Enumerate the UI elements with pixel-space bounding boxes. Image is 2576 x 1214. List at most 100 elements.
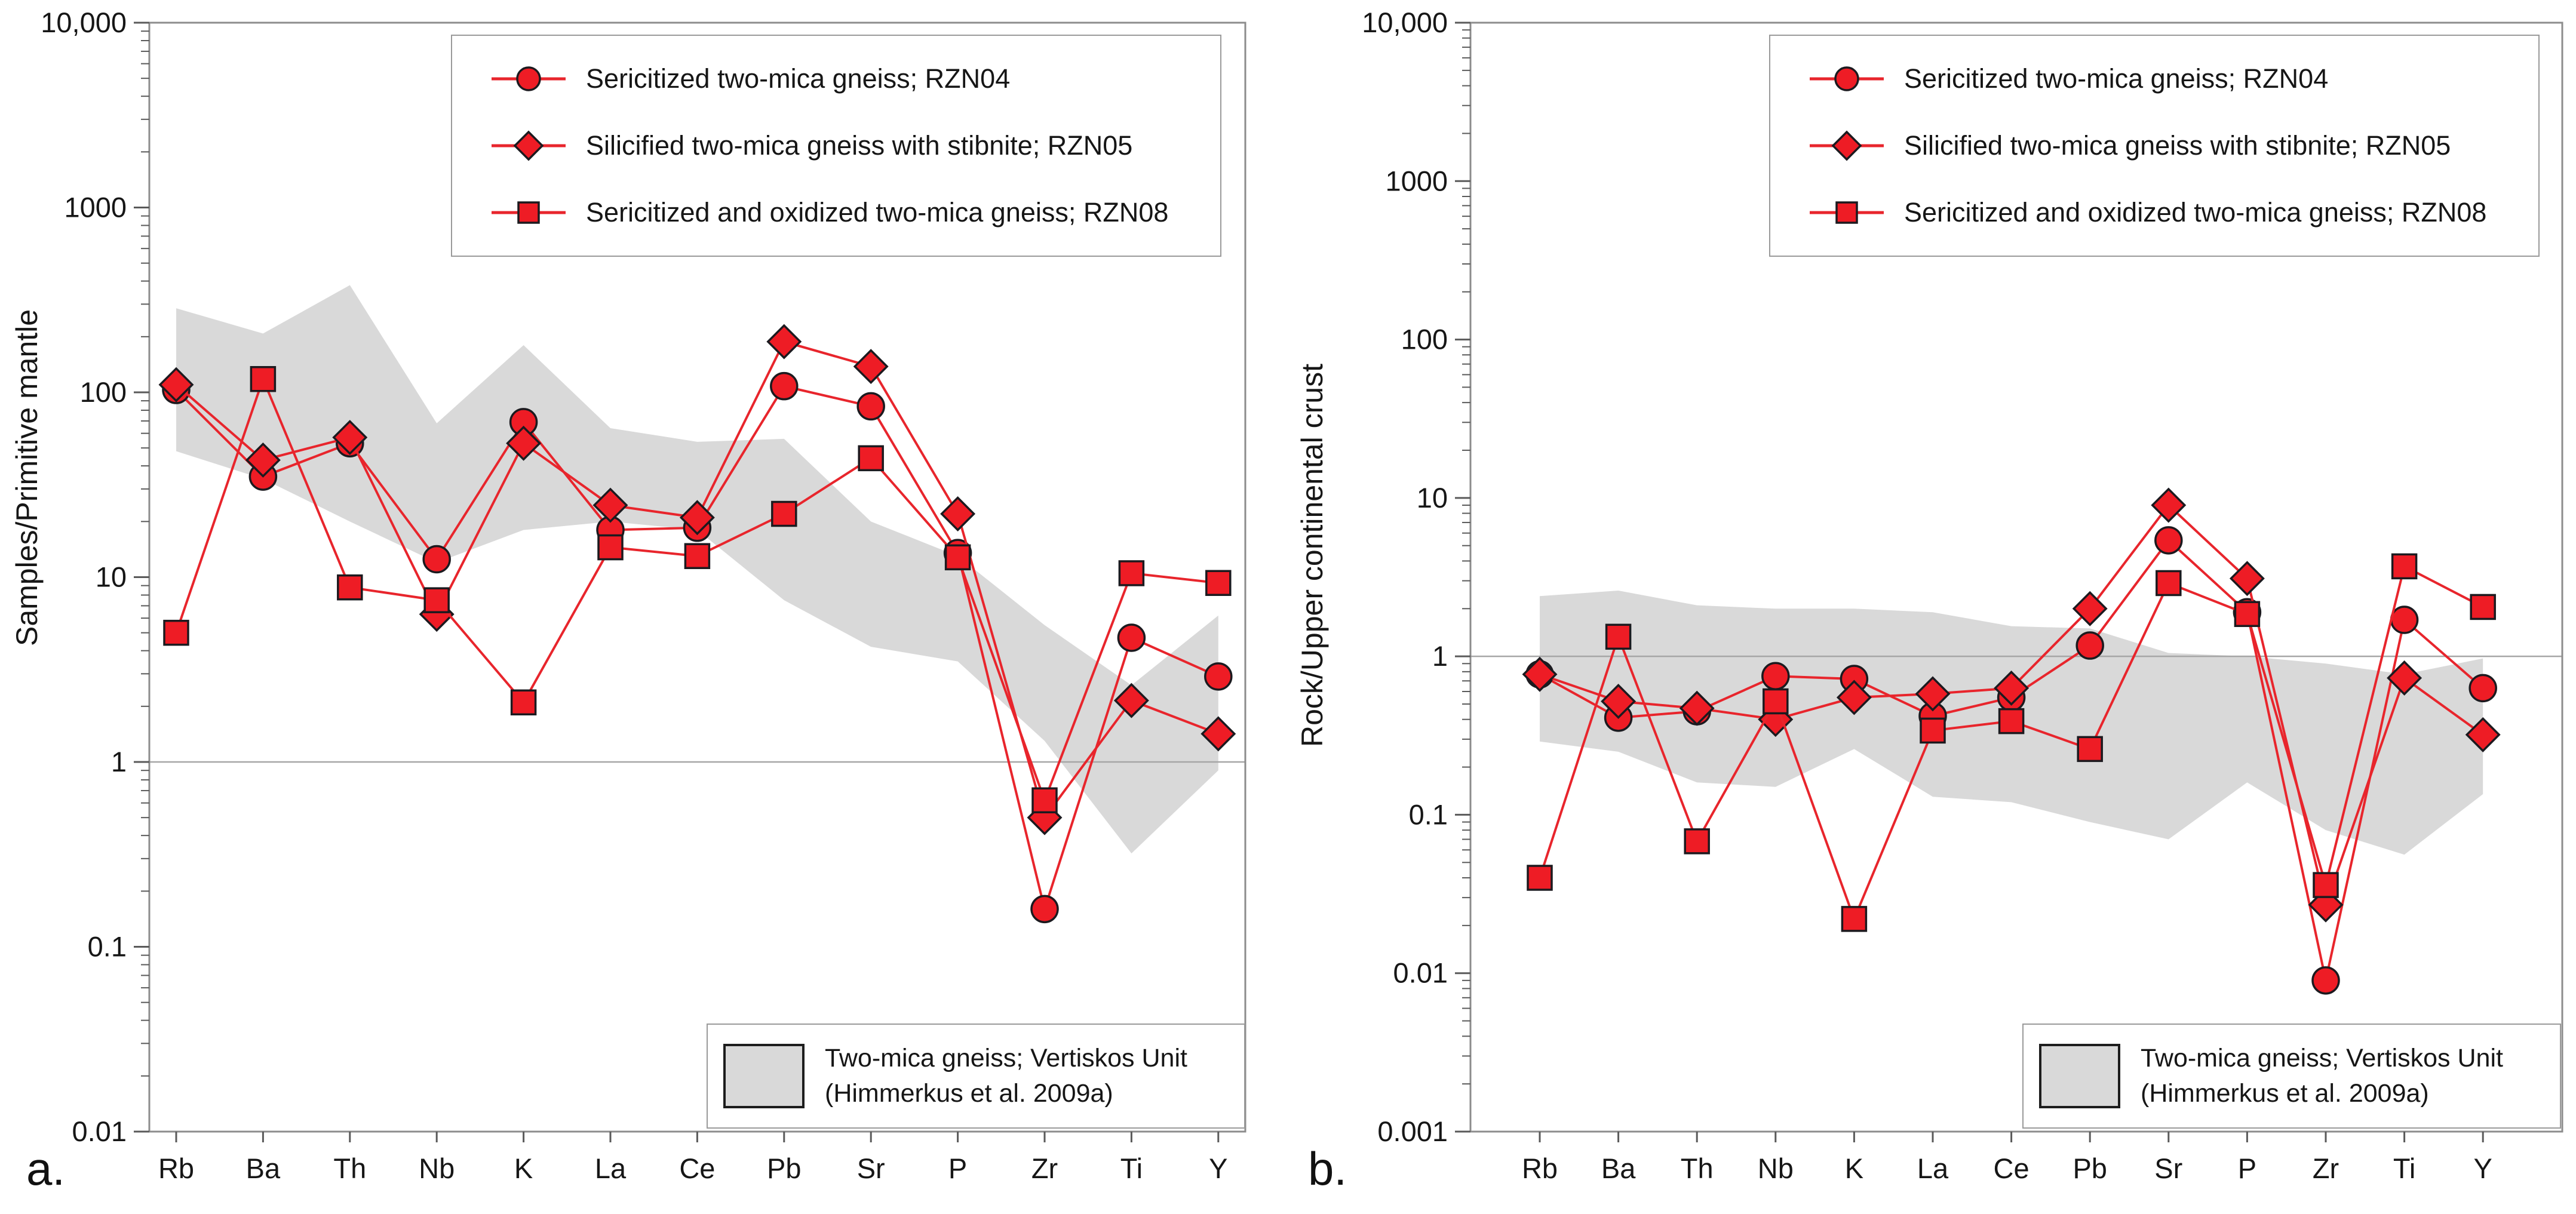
circle-marker [770, 371, 799, 401]
square-marker [1920, 717, 1946, 744]
y-tick-label: 10 [96, 561, 127, 592]
circle-marker-icon [492, 66, 566, 91]
legend-item-rzn04: Sericitized two-mica gneiss; RZN04 [1807, 62, 2532, 96]
x-tick-label: Pb [767, 1152, 802, 1184]
band-swatch-icon [2039, 1044, 2120, 1108]
band-legend-text: Two-mica gneiss; Vertiskos Unit (Himmerk… [2141, 1041, 2503, 1112]
x-tick-label: Ce [679, 1152, 715, 1184]
panel-label-b: b. [1308, 1142, 1347, 1195]
square-marker [1605, 623, 1632, 650]
x-tick-label: Nb [1758, 1152, 1794, 1184]
diamond-marker [1201, 716, 1236, 752]
square-marker [858, 445, 884, 472]
legend-item-rzn08: Sericitized and oxidized two-mica gneiss… [1807, 195, 2532, 230]
diamond-marker [2072, 591, 2108, 626]
square-marker-icon [492, 201, 566, 224]
y-tick-label: 0.01 [72, 1115, 127, 1147]
diamond-marker [1679, 690, 1715, 726]
diamond-marker [245, 442, 281, 478]
diamond-marker [940, 496, 976, 531]
y-tick-label: 0.01 [1393, 957, 1448, 989]
square-marker [944, 544, 971, 571]
x-tick-label: Rb [158, 1152, 194, 1184]
square-marker [1684, 828, 1710, 855]
square-marker [1998, 708, 2025, 734]
x-tick-label: Ce [1994, 1152, 2030, 1184]
band-name-line1: Two-mica gneiss; Vertiskos Unit [825, 1043, 1187, 1072]
diamond-marker [592, 487, 628, 523]
legend-item-rzn08: Sericitized and oxidized two-mica gneiss… [489, 195, 1214, 230]
x-tick-label: Y [1209, 1152, 1227, 1184]
square-marker [2470, 594, 2496, 620]
y-tick-label: 1000 [64, 191, 127, 223]
x-tick-label: La [595, 1152, 627, 1184]
x-tick-label: Y [2474, 1152, 2492, 1184]
x-tick-label: Zr [2313, 1152, 2339, 1184]
square-marker [2313, 872, 2339, 898]
square-marker [1763, 688, 1789, 715]
x-tick-label: Th [333, 1152, 366, 1184]
circle-marker [856, 392, 885, 421]
x-tick-label: Ba [246, 1152, 281, 1184]
legend-item-rzn04: Sericitized two-mica gneiss; RZN04 [489, 62, 1214, 96]
circle-marker [1204, 662, 1233, 691]
x-tick-label: La [1917, 1152, 1949, 1184]
circle-marker [2075, 631, 2104, 660]
diamond-marker [158, 367, 194, 402]
diamond-marker [506, 425, 542, 461]
y-tick-label: 0.1 [88, 930, 127, 962]
panel-b-plot: 10,000 1000 100 10 1 0.1 0.01 0.001 Rb Ba Th Nb K La C… [1362, 7, 2563, 1184]
square-marker [597, 534, 624, 561]
circle-marker [2311, 966, 2340, 995]
diamond-marker [1601, 684, 1637, 719]
legend-label: Silicified two-mica gneiss with stibnite… [1904, 130, 2451, 161]
legend-label: Sericitized two-mica gneiss; RZN04 [1904, 63, 2329, 94]
x-tick-label: Pb [2073, 1152, 2107, 1184]
reference-band [176, 285, 1218, 854]
circle-marker [2468, 674, 2497, 703]
square-marker [423, 587, 450, 613]
square-marker [2077, 736, 2103, 763]
legend-label: Sericitized two-mica gneiss; RZN04 [586, 63, 1011, 94]
diamond-marker [853, 349, 889, 385]
square-marker [2156, 570, 2182, 597]
diamond-marker [1113, 683, 1149, 718]
circle-marker [1761, 662, 1790, 691]
legend-item-rzn05: Silicified two-mica gneiss with stibnite… [489, 128, 1214, 163]
legend-panel-b: Sericitized two-mica gneiss; RZN04 Silic… [1769, 35, 2540, 257]
diamond-marker [332, 420, 368, 456]
band-name-line2: (Himmerkus et al. 2009a) [2141, 1079, 2429, 1108]
diamond-marker [2229, 561, 2265, 597]
x-tick-label: P [2238, 1152, 2256, 1184]
diamond-marker [1915, 676, 1951, 712]
circle-marker [2390, 606, 2419, 634]
circle-marker [2154, 526, 2183, 555]
band-legend-panel-b: Two-mica gneiss; Vertiskos Unit (Himmerk… [2022, 1024, 2561, 1129]
square-marker [1118, 560, 1145, 586]
diamond-marker [2387, 660, 2423, 696]
square-marker [510, 689, 537, 716]
band-swatch-icon [723, 1044, 805, 1108]
square-marker [1527, 865, 1553, 891]
square-marker [1205, 570, 1232, 597]
x-tick-label: Th [1681, 1152, 1714, 1184]
panel-label-a: a. [26, 1142, 66, 1195]
plot-frame [1469, 21, 2563, 1133]
band-name-line1: Two-mica gneiss; Vertiskos Unit [2141, 1043, 2503, 1072]
diamond-marker-icon [1810, 130, 1884, 161]
band-legend-text: Two-mica gneiss; Vertiskos Unit (Himmerk… [825, 1041, 1187, 1112]
square-marker [2391, 553, 2418, 580]
diamond-marker [2465, 717, 2501, 752]
square-marker [250, 366, 277, 392]
y-axis-title-panel-a: Samples/Primitive mantle [10, 309, 44, 647]
legend-panel-a: Sericitized two-mica gneiss; RZN04 Silic… [451, 35, 1221, 257]
y-tick-label: 10 [1417, 482, 1448, 514]
x-tick-label: P [948, 1152, 967, 1184]
x-tick-label: Nb [419, 1152, 455, 1184]
x-tick-label: Ti [1120, 1152, 1143, 1184]
square-marker [771, 500, 797, 527]
x-tick-label: Ba [1601, 1152, 1636, 1184]
diamond-marker [679, 500, 715, 536]
circle-marker [1117, 623, 1146, 652]
circle-marker [422, 545, 451, 574]
